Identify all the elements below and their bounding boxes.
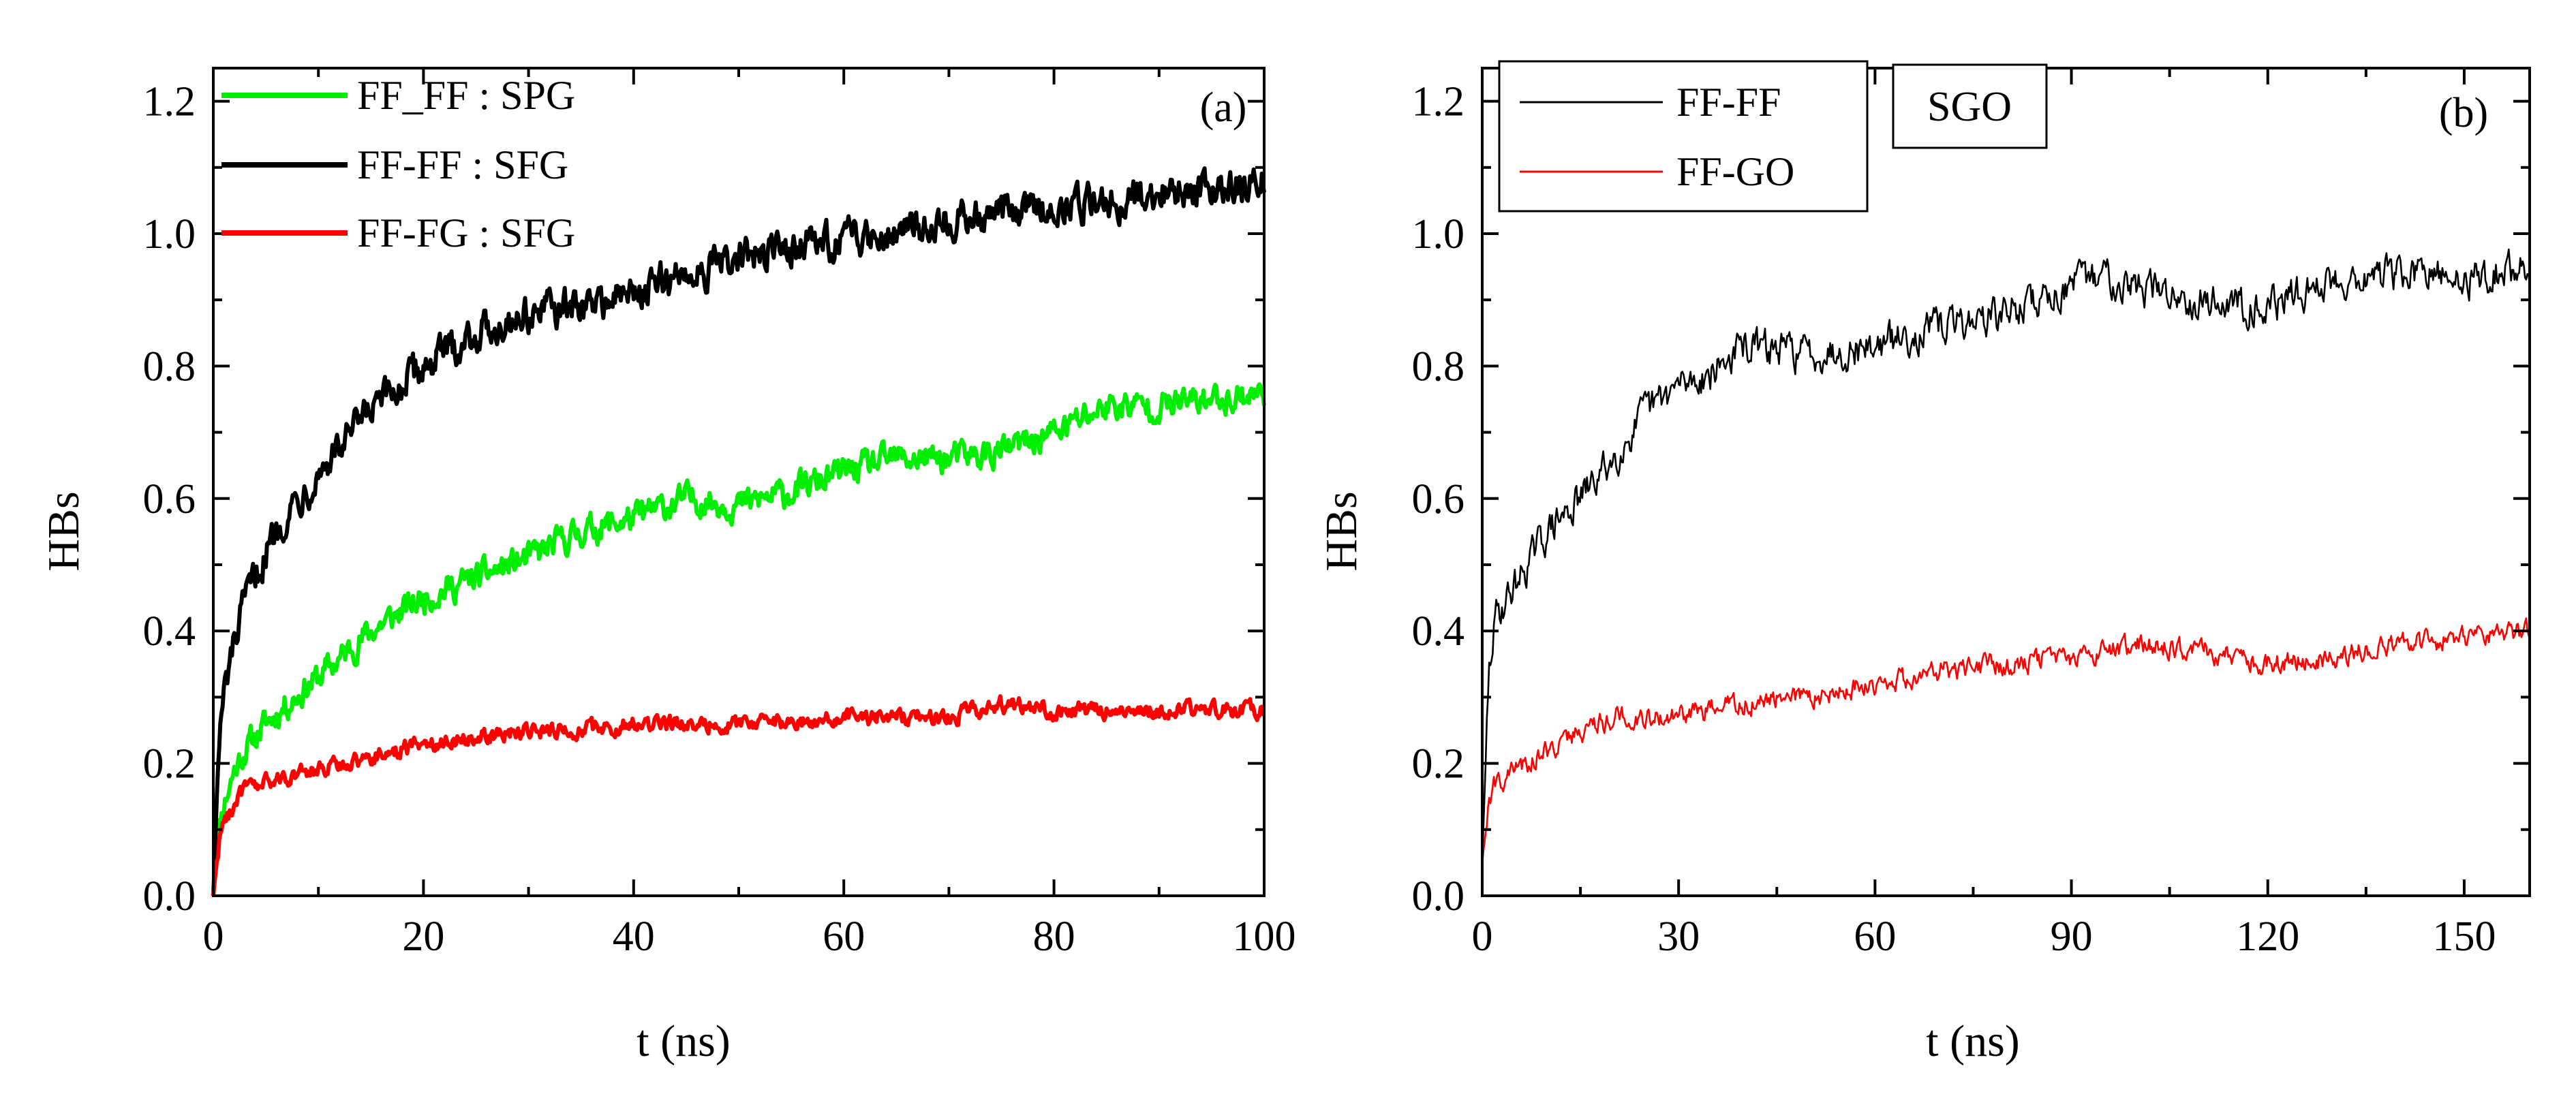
legend-label-ff-ff-spg: FF_FF : SPG	[357, 73, 575, 118]
panel-b-y-tick-label: 0.2	[1412, 741, 1465, 787]
panel-b-y-tick-label: 1.2	[1412, 79, 1465, 125]
panel-b-y-tick-label: 0.8	[1412, 343, 1465, 390]
panel-b-x-tick-label: 30	[1657, 913, 1700, 960]
sgo-box: SGO	[1892, 63, 2048, 149]
panel-a-label: (a)	[1200, 84, 1247, 131]
panel-b-y-tick-label: 0.0	[1412, 873, 1465, 920]
panel-a-y-tick-label: 0.2	[143, 741, 196, 787]
panel-b-series-line-ff-ff	[1481, 248, 2531, 864]
panel-b-x-tick-label: 120	[2236, 913, 2299, 960]
panel-a-y-tick-label: 0.6	[143, 476, 196, 522]
panel-a-x-tick-label: 80	[1033, 913, 1075, 960]
sgo-box-label: SGO	[1927, 84, 2012, 130]
panel-a-x-tick-label: 40	[613, 913, 655, 960]
panel-a-x-tick-label: 0	[203, 913, 224, 960]
panel-a-ticks: 0 20 40 60 80 100 0.0 0.2 0.4 0.6 0.8 1.0 1.2	[143, 68, 1296, 960]
legend-label-ff-ff: FF-FF	[1676, 80, 1781, 125]
legend-label-ff-fg-sfg: FF-FG : SFG	[357, 210, 575, 255]
panel-b-y-tick-label: 0.6	[1412, 476, 1465, 522]
panel-a-ylabel: HBs	[39, 491, 89, 571]
panel-b-x-tick-label: 150	[2432, 913, 2496, 960]
panel-b-legend: FF-FF FF-GO	[1498, 60, 1869, 213]
panel-a-y-tick-label: 1.0	[143, 211, 196, 257]
sgo-box-frame	[1892, 63, 2048, 149]
panel-a-y-tick-label: 0.8	[143, 343, 196, 390]
panel-a-series-line-ff-ff-spg	[211, 382, 1266, 896]
panel-b-ylabel: HBs	[1317, 491, 1366, 571]
panel-b-xlabel: t (ns)	[1926, 1016, 2019, 1066]
panel-a-x-tick-label: 20	[402, 913, 444, 960]
panel-a-series-line-ff-ff-sfg	[211, 166, 1266, 896]
legend-label-ff-ff-sfg: FF-FF : SFG	[357, 142, 568, 187]
panel-b-legend-box	[1498, 60, 1869, 213]
panel-a-x-tick-label: 100	[1233, 913, 1296, 960]
panel-b-series-group	[1481, 248, 2531, 864]
panel-b-series-line-ff-go	[1481, 617, 2531, 864]
panel-a-x-tick-label: 60	[823, 913, 865, 960]
panel-b-ticks: 0 30 60 90 120 150 0.0 0.2 0.4 0.6 0.8 1.0 1.2	[1412, 68, 2530, 960]
panel-b-y-tick-label: 1.0	[1412, 211, 1465, 257]
panel-b-y-tick-label: 0.4	[1412, 608, 1465, 655]
panel-b-label: (b)	[2439, 90, 2488, 136]
legend-label-ff-go: FF-GO	[1676, 149, 1794, 194]
panel-a-y-tick-label: 0.4	[143, 608, 196, 655]
panel-a-series-group	[211, 166, 1266, 896]
panel-b: 0 30 60 90 120 150 0.0 0.2 0.4 0.6 0.8 1.0 1.2 HBs t…	[1317, 60, 2531, 1066]
panel-a-series-line-ff-fg-sfg	[211, 694, 1266, 896]
panel-a-legend: FF_FF : SPG FF-FF : SFG FF-FG : SFG	[221, 73, 575, 255]
panel-a: 0 20 40 60 80 100 0.0 0.2 0.4 0.6 0.8 1.0 1.2 HBs t …	[39, 67, 1296, 1066]
panel-a-y-tick-label: 0.0	[143, 873, 196, 920]
panel-b-x-tick-label: 90	[2051, 913, 2093, 960]
panel-a-plot-frame	[212, 67, 1266, 897]
panel-b-x-tick-label: 0	[1472, 913, 1493, 960]
panel-b-x-tick-label: 60	[1854, 913, 1896, 960]
panel-a-y-tick-label: 1.2	[143, 79, 196, 125]
panel-a-xlabel: t (ns)	[637, 1016, 730, 1066]
